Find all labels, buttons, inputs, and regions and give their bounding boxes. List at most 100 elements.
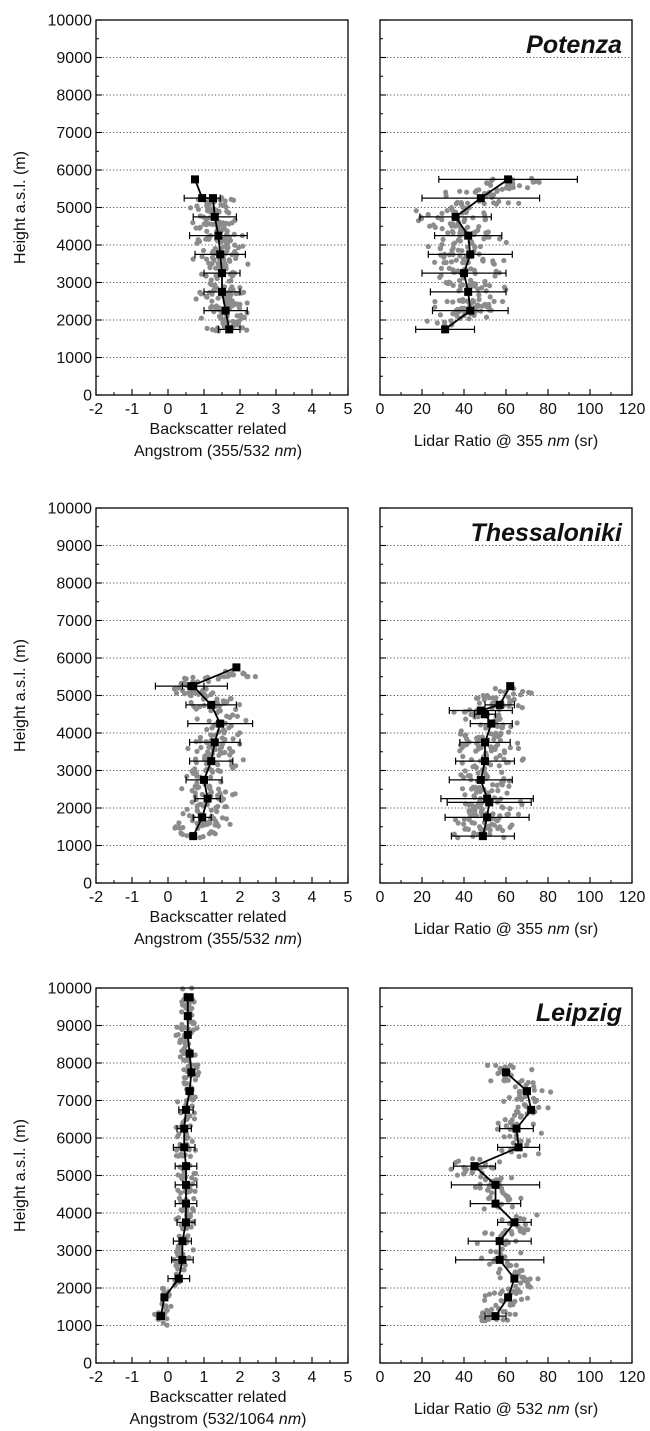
scatter-point [222, 789, 229, 795]
scatter-point [190, 1097, 196, 1103]
scatter-point [178, 1207, 184, 1213]
scatter-point [181, 1045, 187, 1051]
scatter-point [517, 1215, 524, 1222]
scatter-point [217, 703, 223, 709]
scatter-point [476, 296, 482, 303]
mean-marker [216, 719, 225, 728]
scatter-point [192, 766, 198, 772]
scatter-point [194, 803, 200, 809]
scatter-point [443, 280, 449, 286]
scatter-point [485, 229, 491, 235]
y-tick-label: 6000 [56, 163, 92, 180]
x-axis-label-line2: Angstrom (355/532 nm) [134, 931, 302, 948]
scatter-point [209, 298, 215, 304]
x-tick-label: 60 [497, 1369, 515, 1386]
scatter-point [481, 697, 487, 703]
scatter-point [445, 230, 451, 236]
x-tick-label: 100 [577, 401, 604, 418]
scatter-point [492, 685, 498, 692]
y-tick-label: 6000 [56, 1131, 92, 1148]
scatter-point [489, 1190, 495, 1196]
scatter-point [518, 1296, 525, 1302]
scatter-point [191, 1116, 198, 1122]
scatter-point [239, 325, 246, 331]
scatter-point [191, 1021, 197, 1027]
scatter-point [173, 1263, 179, 1269]
scatter-point [184, 773, 190, 779]
scatter-point [457, 238, 463, 244]
x-tick-label: 40 [455, 1369, 473, 1386]
scatter-point [218, 222, 224, 228]
y-tick-label: 10000 [48, 981, 93, 998]
scatter-point [232, 320, 238, 326]
mean-marker [495, 1255, 504, 1264]
scatter-point [491, 298, 497, 304]
station-name: Potenza [526, 31, 622, 59]
x-tick-label: 60 [497, 401, 515, 418]
scatter-point [487, 283, 493, 289]
scatter-point [491, 1290, 498, 1296]
scatter-point [469, 240, 475, 247]
scatter-point [474, 735, 480, 741]
scatter-point [489, 1231, 495, 1237]
scatter-point [459, 786, 466, 792]
scatter-point [470, 215, 476, 221]
scatter-point [177, 1039, 183, 1045]
x-tick-label: 4 [308, 401, 317, 418]
scatter-point [237, 730, 243, 736]
y-tick-label: 2000 [56, 801, 92, 818]
station-name: Thessaloniki [471, 519, 623, 547]
scatter-point [203, 256, 210, 262]
scatter-point [183, 1038, 189, 1044]
x-tick-label: 3 [272, 1369, 281, 1386]
mean-marker [156, 1312, 165, 1321]
scatter-point [474, 1240, 480, 1246]
scatter-point [448, 259, 455, 265]
x-axis-label-text: Lidar Ratio @ 532 [414, 1401, 548, 1418]
scatter-point [212, 831, 218, 837]
y-tick-label: 9000 [56, 1018, 92, 1035]
scatter-point [183, 1075, 189, 1081]
scatter-point [186, 813, 192, 819]
chart-panel-2: -2 -1 0 1 2 3 4 5 0 1000 2000 3000 4000 5000 6000 7000 8… [12, 501, 353, 949]
mean-marker [187, 1068, 196, 1077]
scatter-point [497, 236, 503, 242]
x-axis-label-text: Angstrom (532/1064 [130, 1411, 279, 1428]
mean-marker [504, 175, 513, 184]
scatter-point [502, 1117, 508, 1123]
scatter-point [175, 1099, 181, 1105]
x-tick-label: 60 [497, 889, 515, 906]
scatter-point [168, 1303, 174, 1309]
scatter-point [490, 811, 496, 817]
scatter-point [516, 200, 522, 206]
scatter-point [208, 732, 214, 738]
scatter-point [450, 282, 456, 288]
scatter-point [215, 767, 221, 774]
mean-marker [207, 700, 216, 709]
scatter-point [226, 257, 232, 263]
scatter-point [208, 807, 214, 813]
scatter-point [462, 709, 469, 715]
scatter-point [192, 790, 198, 796]
scatter-point [479, 303, 485, 309]
scatter-point [226, 725, 232, 731]
scatter-point [228, 696, 234, 702]
scatter-point [231, 197, 237, 203]
y-tick-label: 4000 [56, 1206, 92, 1223]
scatter-point [505, 759, 512, 765]
scatter-point [185, 1233, 191, 1239]
chart-panel-0: -2 -1 0 1 2 3 4 5 0 1000 2000 3000 4000 5000 6000 7000 8… [12, 13, 353, 461]
scatter-point [178, 830, 184, 837]
mean-marker [182, 1105, 190, 1114]
scatter-point [487, 1261, 493, 1267]
scatter-point [437, 246, 443, 252]
scatter-point [439, 217, 445, 223]
x-axis-label-line1: Backscatter related [150, 909, 287, 926]
mean-marker [483, 794, 492, 803]
scatter-point [519, 757, 525, 763]
scatter-point [475, 770, 481, 776]
scatter-point [486, 1316, 492, 1322]
scatter-point [477, 824, 483, 830]
x-axis-label-text: Angstrom (355/532 [134, 931, 275, 948]
scatter-point [178, 1025, 184, 1031]
